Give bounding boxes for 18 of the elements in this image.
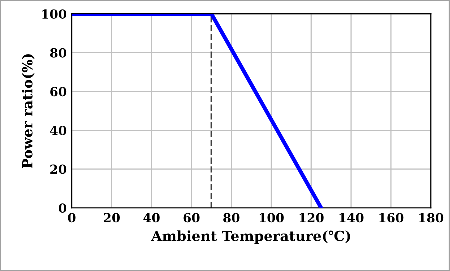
y-tick-label: 80 xyxy=(50,48,67,58)
y-tick-label: 100 xyxy=(42,10,67,20)
y-tick-label: 60 xyxy=(50,87,67,97)
x-tick-label: 20 xyxy=(104,213,120,223)
x-axis-title: Ambient Temperature(℃) xyxy=(151,230,350,244)
x-tick-label: 160 xyxy=(380,213,404,223)
y-tick-label: 40 xyxy=(50,126,67,136)
x-tick-label: 180 xyxy=(420,213,444,223)
x-tick-label: 0 xyxy=(68,213,76,223)
y-tick-label: 20 xyxy=(50,164,67,174)
x-tick-label: 100 xyxy=(260,213,284,223)
x-tick-label: 120 xyxy=(300,213,324,223)
x-tick-label: 40 xyxy=(144,213,160,223)
x-tick-label: 80 xyxy=(224,213,240,223)
x-tick-label: 140 xyxy=(340,213,364,223)
y-tick-label: 0 xyxy=(59,204,67,214)
x-tick-label: 60 xyxy=(184,213,200,223)
y-axis-title: Power ratio(%) xyxy=(22,54,35,168)
